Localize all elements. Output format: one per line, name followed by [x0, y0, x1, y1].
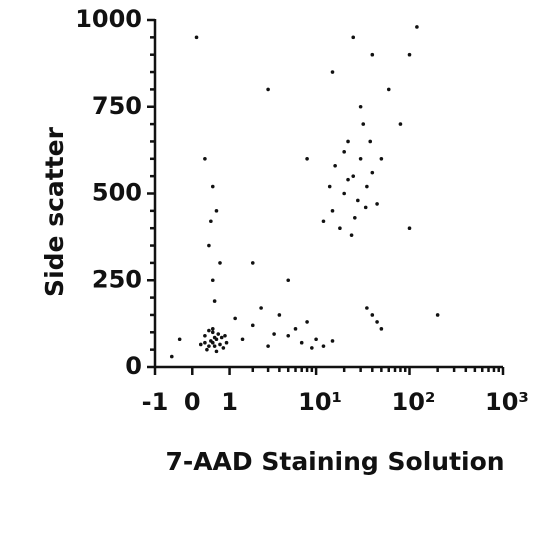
point: [203, 340, 207, 345]
point: [370, 52, 375, 57]
point: [198, 342, 203, 347]
point: [286, 333, 291, 338]
point: [358, 157, 363, 161]
y-tick-label: 500: [92, 179, 142, 207]
y-tick-label: 0: [125, 352, 142, 380]
point: [250, 323, 255, 328]
point: [233, 316, 237, 321]
point: [207, 344, 211, 348]
y-tick-label: 250: [92, 265, 142, 293]
point: [286, 278, 291, 283]
x-tick-label: 10³: [485, 388, 529, 416]
point: [212, 299, 217, 303]
point: [209, 219, 213, 224]
point: [346, 139, 350, 144]
point: [212, 344, 217, 348]
y-tick-label: 750: [92, 92, 142, 120]
point: [203, 333, 207, 338]
x-tick-label: 10¹: [298, 388, 342, 416]
point: [398, 122, 403, 126]
x-tick-label: 0: [184, 388, 201, 416]
point: [305, 157, 309, 161]
point: [330, 209, 335, 213]
point: [177, 337, 182, 342]
point: [218, 342, 222, 347]
point: [363, 205, 368, 210]
point: [333, 163, 337, 168]
point: [379, 157, 384, 161]
x-tick-label: 1: [221, 388, 238, 416]
point: [277, 313, 282, 317]
point: [194, 35, 199, 40]
point: [224, 340, 229, 345]
point: [368, 139, 373, 144]
x-axis-label: 7-AAD Staining Solution: [165, 447, 504, 476]
point: [375, 320, 379, 324]
point: [407, 52, 412, 57]
point: [342, 150, 346, 154]
point: [293, 327, 298, 331]
point: [327, 184, 332, 189]
point: [321, 344, 326, 348]
point: [214, 209, 219, 213]
point: [259, 306, 263, 310]
point: [314, 337, 318, 342]
point: [407, 226, 412, 230]
point: [356, 198, 360, 203]
point: [250, 261, 255, 265]
point: [305, 320, 309, 324]
point: [361, 122, 366, 126]
point: [321, 219, 326, 224]
point: [266, 87, 270, 92]
point: [342, 191, 346, 196]
point: [365, 306, 369, 310]
point: [221, 346, 226, 350]
point: [219, 335, 224, 340]
point: [330, 339, 335, 343]
point: [370, 313, 375, 317]
point: [310, 346, 314, 350]
point: [351, 35, 356, 40]
point: [375, 202, 379, 206]
point: [207, 243, 211, 248]
point: [240, 337, 245, 342]
point: [386, 87, 391, 92]
point: [218, 261, 222, 265]
point: [349, 233, 354, 237]
x-tick-label: 10²: [392, 388, 436, 416]
point: [223, 333, 227, 338]
point: [415, 25, 419, 29]
point: [205, 347, 209, 352]
y-axis-label: Side scatter: [40, 126, 69, 297]
point: [203, 157, 207, 161]
point: [212, 335, 217, 340]
point: [338, 226, 342, 230]
point: [266, 344, 270, 348]
point: [365, 184, 369, 189]
point: [209, 339, 213, 343]
y-tick-label: 1000: [75, 5, 142, 33]
point: [210, 278, 215, 283]
point: [379, 327, 384, 331]
point: [353, 215, 357, 220]
point: [346, 177, 350, 182]
point: [435, 313, 440, 317]
point: [358, 104, 363, 109]
point: [299, 340, 304, 345]
point: [210, 327, 215, 331]
point: [210, 330, 215, 335]
point: [370, 170, 375, 175]
point: [210, 184, 215, 189]
point: [214, 349, 219, 354]
point: [272, 332, 276, 336]
point: [207, 328, 211, 333]
point: [216, 332, 221, 336]
point: [330, 70, 335, 74]
point: [351, 174, 356, 178]
x-tick-label: -1: [142, 388, 169, 416]
point: [169, 354, 174, 359]
